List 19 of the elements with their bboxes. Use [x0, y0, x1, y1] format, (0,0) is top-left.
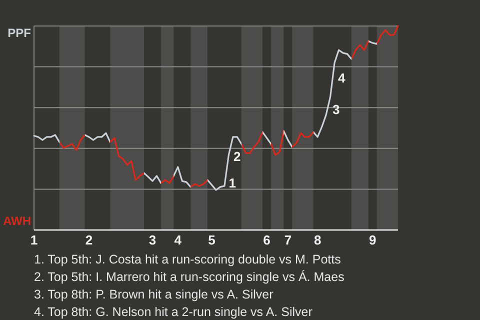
x-tick-label: 3	[148, 232, 156, 248]
x-tick-label: 7	[284, 232, 292, 248]
x-tick-label: 6	[263, 232, 270, 248]
text: PPF	[8, 26, 31, 40]
x-tick-label: 9	[368, 232, 376, 248]
annotation: 2	[233, 149, 241, 164]
x-tick-label: 4	[174, 232, 182, 248]
text: 2. Top 5th: I. Marrero hit a run-scoring single vs Á. Maes	[34, 270, 344, 284]
x-tick-label: 8	[314, 232, 322, 248]
x-tick-label: 2	[85, 232, 93, 248]
annotation: 4	[338, 70, 346, 86]
text: 4. Top 8th: G. Nelson hit a 2-run single vs A. Silver	[34, 304, 312, 319]
annotation: 1	[228, 176, 236, 191]
x-tick-label: 5	[208, 232, 216, 248]
text: 1. Top 5th: J. Costa hit a run-scoring double vs M. Potts	[34, 252, 341, 266]
annotation: 3	[332, 102, 340, 118]
x-tick-label: 1	[30, 232, 38, 248]
text: 3. Top 8th: P. Brown hit a single vs A. Silver	[34, 287, 274, 302]
text: AWH	[3, 214, 31, 228]
